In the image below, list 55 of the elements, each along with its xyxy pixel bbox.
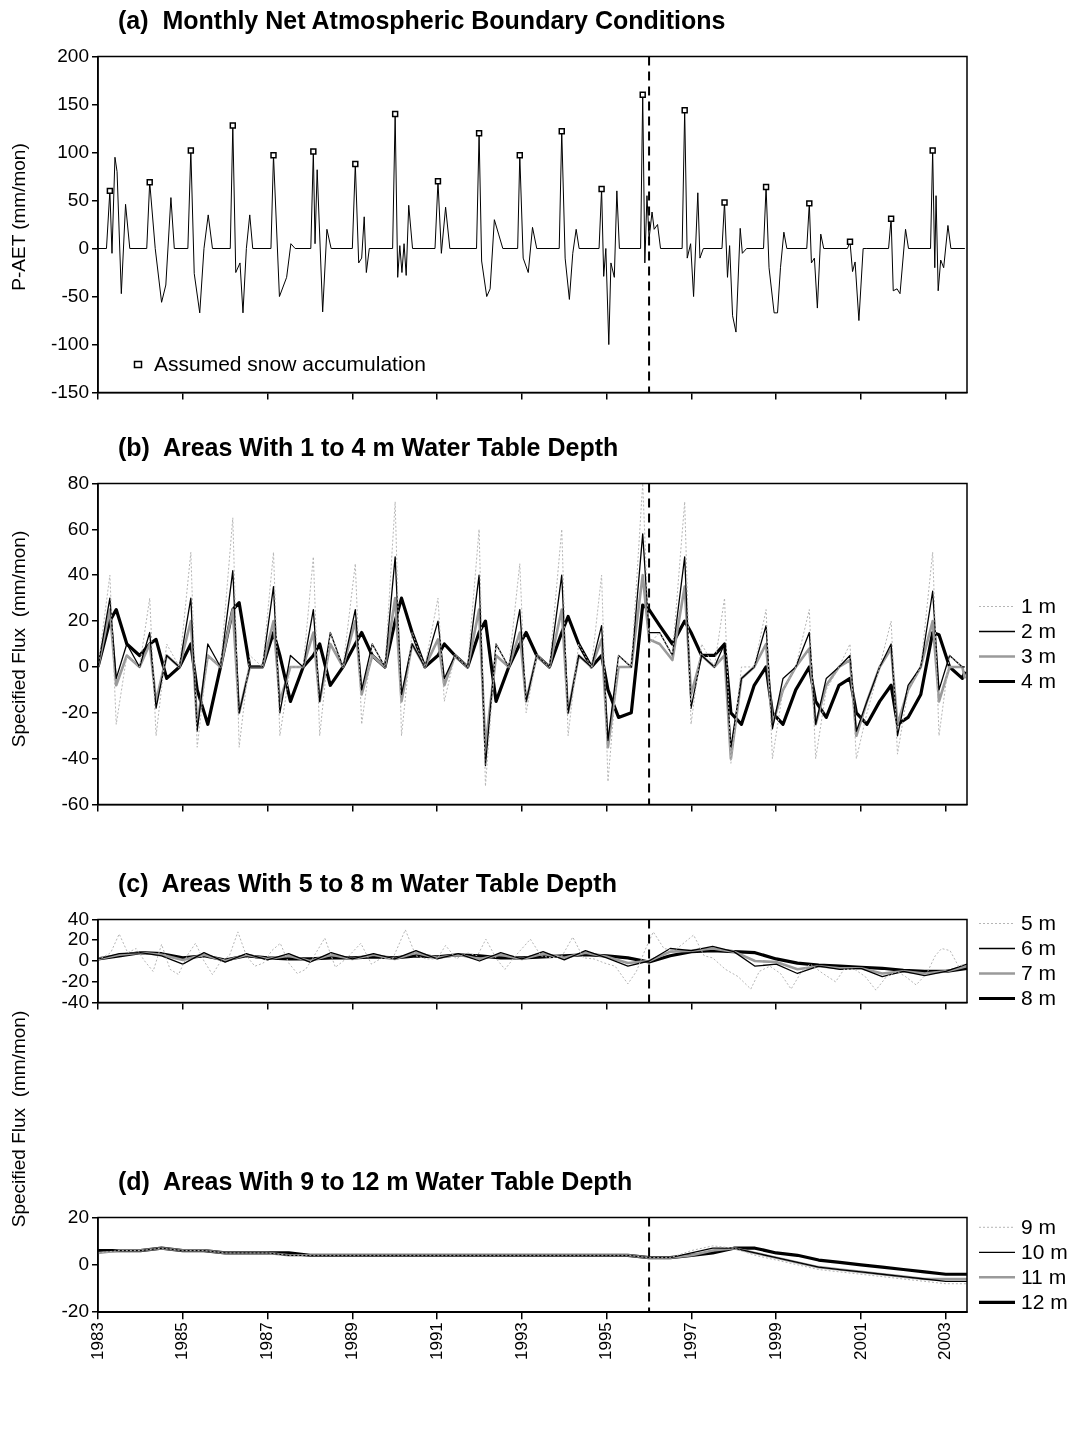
x-tick-label: 1987 <box>257 1322 277 1361</box>
x-tick-label: 1989 <box>342 1322 362 1361</box>
y-tick-label: 0 <box>78 655 89 677</box>
y-tick-label: -20 <box>61 1300 89 1322</box>
y-tick-label: 0 <box>78 236 89 258</box>
chart-title: (b) Areas With 1 to 4 m Water Table Depth <box>118 433 620 463</box>
legend-label: Assumed snow accumulation <box>154 352 426 376</box>
y-tick-label: 50 <box>67 188 89 210</box>
y-tick-label: 40 <box>67 907 89 929</box>
x-tick-label: 2003 <box>935 1322 955 1361</box>
x-tick-label: 1985 <box>172 1322 192 1361</box>
y-tick-label: -20 <box>61 701 89 723</box>
x-tick-label: 1995 <box>596 1322 616 1361</box>
x-tick-label: 2001 <box>850 1322 870 1361</box>
legend-label: 9 m <box>1021 1215 1057 1239</box>
x-tick-label: 1997 <box>681 1322 701 1361</box>
y-tick-label: 60 <box>67 517 89 539</box>
y-tick-label: -100 <box>50 332 89 354</box>
x-tick-label: 1983 <box>87 1322 107 1361</box>
legend-label: 10 m <box>1021 1240 1067 1264</box>
y-tick-label: -40 <box>61 990 89 1012</box>
legend-label: 11 m <box>1021 1265 1067 1289</box>
x-tick-label: 1993 <box>511 1322 531 1361</box>
y-tick-label: 20 <box>67 928 89 950</box>
y-tick-label: 200 <box>57 44 89 66</box>
y-tick-label: 0 <box>78 949 89 971</box>
y-axis-title: Specified Flux (mm/mon) <box>8 530 30 748</box>
chart-title: (c) Areas With 5 to 8 m Water Table Depth <box>118 869 618 899</box>
y-tick-label: -60 <box>61 792 89 814</box>
legend-label: 8 m <box>1021 986 1057 1010</box>
legend-label: 12 m <box>1021 1290 1067 1314</box>
chart-title: (d) Areas With 9 to 12 m Water Table Depth <box>118 1167 634 1197</box>
x-tick-label: 1991 <box>426 1322 446 1361</box>
legend-label: 6 m <box>1021 936 1057 960</box>
y-tick-label: 20 <box>67 1205 89 1227</box>
legend-label: 4 m <box>1021 669 1057 693</box>
y-tick-label: -40 <box>61 746 89 768</box>
legend-label: 1 m <box>1021 594 1057 618</box>
y-tick-label: 100 <box>57 140 89 162</box>
legend-label: 7 m <box>1021 961 1057 985</box>
y-tick-label: -50 <box>61 284 89 306</box>
y-tick-label: 150 <box>57 92 89 114</box>
legend-label: 3 m <box>1021 644 1057 668</box>
y-axis-title: P-AET (mm/mon) <box>8 143 30 291</box>
y-tick-label: 40 <box>67 563 89 585</box>
legend-label: 5 m <box>1021 911 1057 935</box>
x-tick-label: 1999 <box>765 1322 785 1361</box>
legend-label: 2 m <box>1021 619 1057 643</box>
y-tick-label: 0 <box>78 1253 89 1275</box>
y-tick-label: -150 <box>50 380 89 402</box>
y-tick-label: 80 <box>67 471 89 493</box>
y-tick-label: -20 <box>61 970 89 992</box>
chart-title: (a) Monthly Net Atmospheric Boundary Conditions <box>118 6 727 36</box>
y-tick-label: 20 <box>67 609 89 631</box>
y-axis-title: Specified Flux (mm/mon) <box>8 1010 30 1228</box>
